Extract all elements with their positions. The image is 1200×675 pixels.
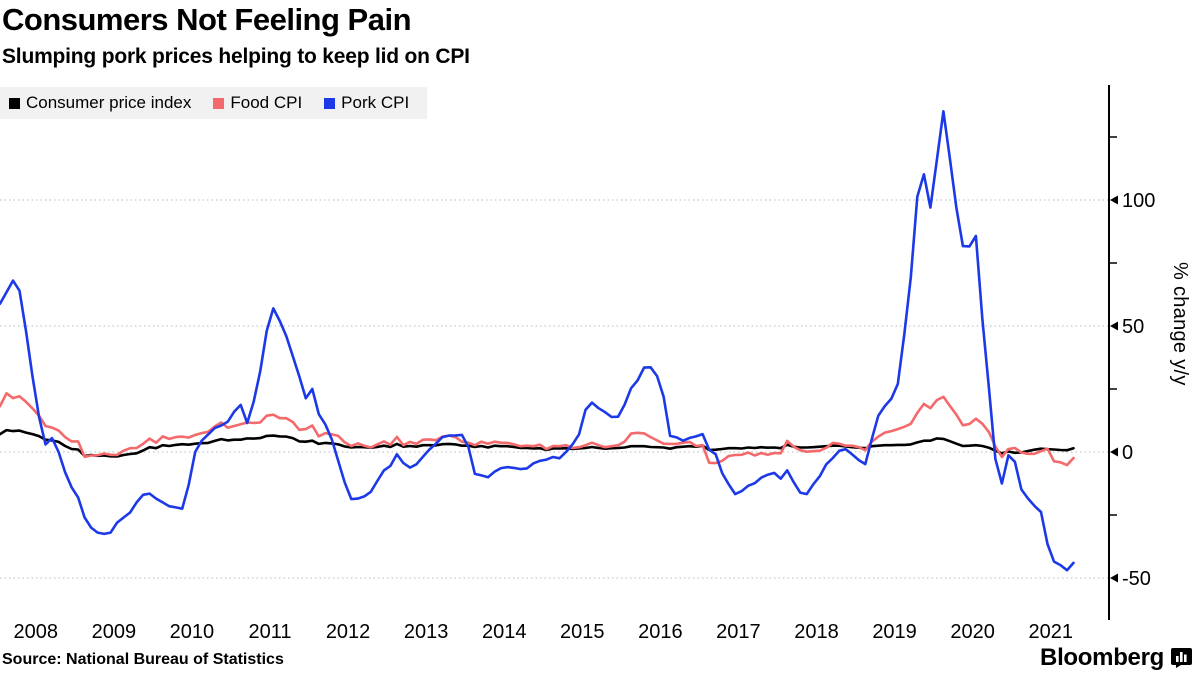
chart-legend: Consumer price index Food CPI Pork CPI <box>0 87 428 119</box>
x-axis-year-label: 2018 <box>794 621 839 643</box>
food-cpi-line <box>0 391 1075 467</box>
x-axis-year-label: 2019 <box>872 621 917 643</box>
legend-label-food-cpi: Food CPI <box>230 93 303 112</box>
x-axis-year-label: 2013 <box>404 621 449 643</box>
x-axis-year-label: 2014 <box>482 621 527 643</box>
x-axis-year-label: 2015 <box>560 621 605 643</box>
page-subtitle: Slumping pork prices helping to keep lid… <box>2 45 470 68</box>
pork-cpi-line <box>0 110 1075 572</box>
page-title: Consumers Not Feeling Pain <box>2 2 412 37</box>
source-note: Source: National Bureau of Statistics <box>2 651 284 668</box>
y-axis-tick <box>1110 573 1118 583</box>
y-axis-tick <box>1110 321 1118 331</box>
bloomberg-terminal-icon <box>1171 648 1192 668</box>
pork-cpi-swatch-icon <box>324 97 336 109</box>
x-axis-year-label: 2010 <box>170 621 215 643</box>
bloomberg-branding: Bloomberg <box>1040 644 1192 672</box>
y-axis-tick-label: 0 <box>1122 442 1133 464</box>
x-axis-year-label: 2011 <box>248 621 291 643</box>
legend-item-cpi: Consumer price index <box>9 93 191 113</box>
y-axis-tick <box>1110 447 1118 457</box>
cpi-line <box>0 428 1075 458</box>
food-cpi-swatch-icon <box>213 97 225 109</box>
y-axis-tick-label: 50 <box>1122 316 1144 338</box>
legend-item-food-cpi: Food CPI <box>213 93 302 113</box>
legend-item-pork-cpi: Pork CPI <box>324 93 409 113</box>
y-axis-tick-label: -50 <box>1122 568 1151 590</box>
legend-label-cpi: Consumer price index <box>26 93 192 112</box>
x-axis-year-label: 2012 <box>326 621 371 643</box>
y-axis-tick-label: 100 <box>1122 190 1155 212</box>
x-axis-year-label: 2017 <box>716 621 761 643</box>
x-axis-year-label: 2008 <box>14 621 59 643</box>
x-axis-year-label: 2021 <box>1028 621 1073 643</box>
x-axis-year-label: 2020 <box>950 621 995 643</box>
y-axis-title: % change y/y <box>1169 262 1191 386</box>
cpi-swatch-icon <box>9 97 20 109</box>
legend-label-pork-cpi: Pork CPI <box>341 93 410 112</box>
x-axis-year-label: 2009 <box>92 621 137 643</box>
bloomberg-wordmark: Bloomberg <box>1040 644 1164 671</box>
y-axis-tick <box>1110 195 1118 205</box>
x-axis-year-label: 2016 <box>638 621 683 643</box>
